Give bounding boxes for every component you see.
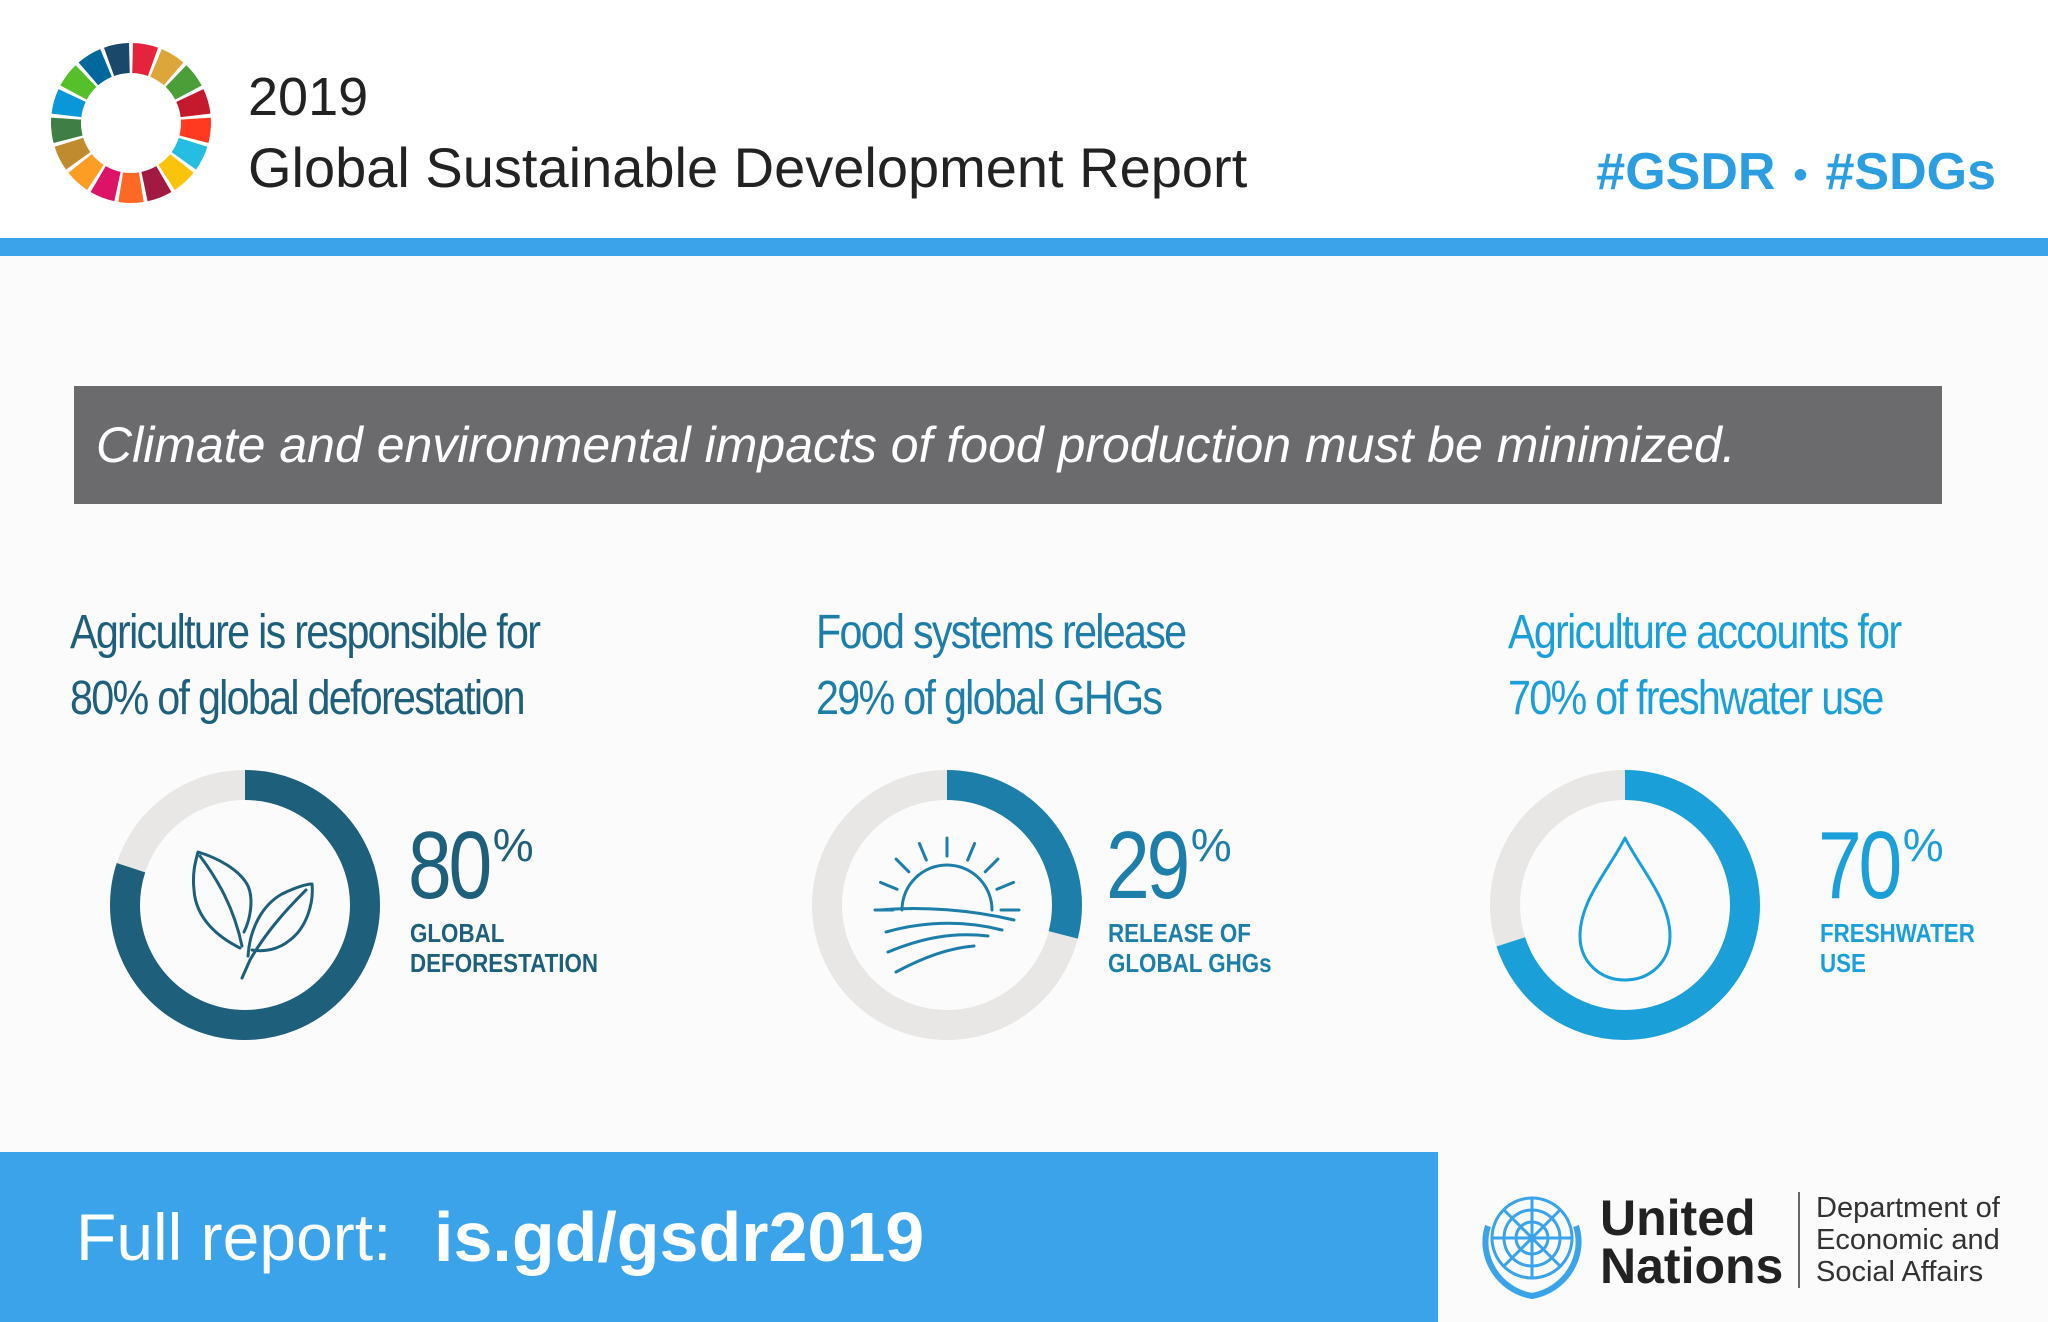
sdg-wheel-segment bbox=[78, 49, 112, 86]
leaves-icon bbox=[192, 850, 314, 980]
report-title: Global Sustainable Development Report bbox=[248, 136, 1248, 199]
percent-number: 70 bbox=[1818, 812, 1902, 919]
un-divider bbox=[1798, 1192, 1800, 1288]
sdg-wheel-segment bbox=[50, 117, 83, 143]
percent-value: 70% bbox=[1818, 818, 1958, 914]
sdg-wheel-segment bbox=[103, 43, 130, 76]
donut-chart-ghg bbox=[812, 770, 1082, 1040]
percent-label-line2: DEFORESTATION bbox=[410, 948, 598, 978]
un-wordmark: United Nations bbox=[1600, 1190, 1784, 1294]
percent-number: 80 bbox=[408, 812, 492, 919]
percent-label: GLOBAL DEFORESTATION bbox=[410, 918, 598, 978]
sdg-wheel-segment bbox=[118, 172, 144, 203]
hashtag-sdgs[interactable]: #SDGs bbox=[1825, 143, 1996, 201]
sdg-wheel-logo bbox=[50, 43, 212, 203]
un-department-name: Department of Economic and Social Affair… bbox=[1816, 1192, 2000, 1288]
sdg-wheel-segment bbox=[165, 65, 202, 100]
stat-heading: Agriculture is responsible for 80% of gl… bbox=[70, 600, 603, 732]
un-emblem-icon bbox=[1482, 1196, 1582, 1300]
stat-heading-line2: 29% of global GHGs bbox=[816, 672, 1163, 725]
sdg-wheel-segment bbox=[179, 117, 212, 143]
percent-label-line1: GLOBAL bbox=[410, 918, 505, 948]
sun-over-field-icon bbox=[873, 836, 1021, 974]
sdg-wheel-segment bbox=[176, 89, 211, 118]
percent-label: FRESHWATER USE bbox=[1820, 918, 1975, 978]
footer-bar: Full report: is.gd/gsdr2019 bbox=[0, 1152, 1438, 1322]
hashtag-separator: • bbox=[1793, 153, 1808, 198]
un-wordmark-line1: United bbox=[1600, 1190, 1756, 1246]
sdg-wheel-segment bbox=[150, 49, 184, 86]
stat-heading: Agriculture accounts for 70% of freshwat… bbox=[1508, 600, 2041, 732]
percent-label-line2: USE bbox=[1820, 948, 1866, 978]
sdg-wheel-segment bbox=[68, 154, 104, 190]
stat-deforestation: Agriculture is responsible for 80% of gl… bbox=[70, 600, 690, 1060]
stat-ghg: Food systems release 29% of global GHGs … bbox=[812, 600, 1436, 1060]
sdg-wheel-segment bbox=[158, 154, 194, 190]
headline-banner: Climate and environmental impacts of foo… bbox=[74, 386, 1942, 504]
stat-heading-line2: 70% of freshwater use bbox=[1508, 672, 1884, 725]
percent-label-line1: RELEASE OF bbox=[1108, 918, 1251, 948]
stat-freshwater: Agriculture accounts for 70% of freshwat… bbox=[1490, 600, 2048, 1060]
un-dept-line2: Economic and bbox=[1816, 1224, 2000, 1256]
stat-heading-line1: Agriculture accounts for bbox=[1508, 606, 1902, 659]
stat-heading-line2: 80% of global deforestation bbox=[70, 672, 526, 725]
percent-value: 80% bbox=[408, 818, 548, 914]
hashtags: #GSDR • #SDGs bbox=[1596, 146, 1996, 198]
sdg-wheel-segment bbox=[90, 166, 121, 202]
sdg-wheel-segment bbox=[51, 89, 86, 118]
sdg-wheel-segment bbox=[54, 137, 91, 170]
hashtag-gsdr[interactable]: #GSDR bbox=[1596, 143, 1776, 201]
sdg-wheel-segment bbox=[141, 166, 172, 202]
header: 2019 Global Sustainable Development Repo… bbox=[0, 0, 2048, 238]
water-drop-icon bbox=[1578, 836, 1672, 982]
donut-value-arc bbox=[1490, 770, 1760, 1040]
stat-heading-line1: Agriculture is responsible for bbox=[70, 606, 541, 659]
un-wordmark-line2: Nations bbox=[1600, 1238, 1784, 1294]
percent-sign: % bbox=[492, 819, 534, 871]
percent-label: RELEASE OF GLOBAL GHGs bbox=[1108, 918, 1272, 978]
percent-number: 29 bbox=[1106, 812, 1190, 919]
percent-label-line1: FRESHWATER bbox=[1820, 918, 1975, 948]
stat-heading-line1: Food systems release bbox=[816, 606, 1187, 659]
donut-value-arc bbox=[812, 770, 1082, 1040]
sdg-wheel-segment bbox=[132, 43, 159, 76]
stat-heading: Food systems release 29% of global GHGs bbox=[816, 600, 1349, 732]
un-dept-line3: Social Affairs bbox=[1816, 1256, 1984, 1288]
percent-sign: % bbox=[1902, 819, 1944, 871]
percent-value: 29% bbox=[1106, 818, 1246, 914]
un-dept-line1: Department of bbox=[1816, 1192, 2000, 1224]
header-divider bbox=[0, 238, 2048, 256]
percent-label-line2: GLOBAL GHGs bbox=[1108, 948, 1272, 978]
sdg-wheel-segment bbox=[60, 65, 97, 100]
full-report-link[interactable]: is.gd/gsdr2019 bbox=[434, 1198, 925, 1276]
percent-sign: % bbox=[1190, 819, 1232, 871]
full-report-label: Full report: bbox=[76, 1200, 392, 1274]
report-year: 2019 bbox=[248, 67, 369, 127]
donut-value-arc bbox=[110, 770, 380, 1040]
donut-chart-freshwater bbox=[1490, 770, 1760, 1040]
donut-chart-deforestation bbox=[110, 770, 380, 1040]
sdg-wheel-segment bbox=[171, 137, 208, 170]
